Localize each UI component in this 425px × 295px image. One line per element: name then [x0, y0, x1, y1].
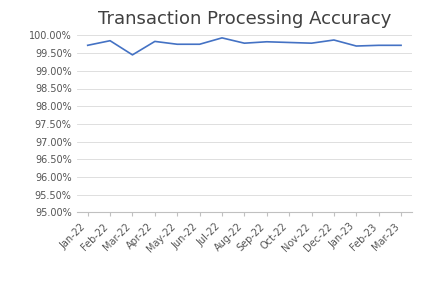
Title: Transaction Processing Accuracy: Transaction Processing Accuracy	[98, 10, 391, 28]
